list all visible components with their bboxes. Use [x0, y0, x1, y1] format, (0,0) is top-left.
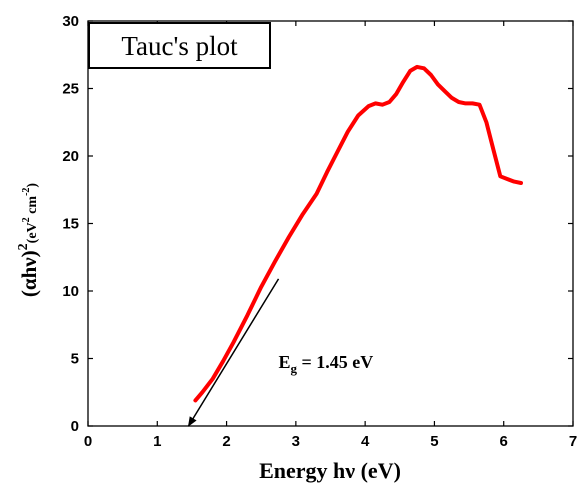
x-axis-title: Energy hν (eV) — [259, 458, 401, 483]
x-tick-label: 7 — [569, 433, 577, 450]
y-tick-label: 20 — [62, 148, 79, 165]
bandgap-annotation: Eg = 1.45 eV — [279, 352, 374, 376]
series-line-0 — [193, 64, 523, 403]
y-axis-unit-close: ) — [25, 183, 40, 188]
y-tick-label: 25 — [62, 81, 79, 98]
bandgap-subscript: g — [291, 361, 298, 376]
x-tick-label: 3 — [292, 433, 300, 450]
y-tick-label: 0 — [71, 418, 79, 435]
y-axis-title-exponent: 2 — [16, 243, 31, 250]
title-box: Tauc's plot — [88, 22, 271, 69]
y-tick-label: 10 — [62, 283, 79, 300]
y-axis-unit-cm-exp: -2 — [21, 188, 32, 196]
title-box-frame — [88, 22, 271, 69]
x-tick-label: 1 — [153, 433, 161, 450]
y-axis-unit-cm: cm — [25, 196, 40, 218]
x-tick-label: 2 — [222, 433, 230, 450]
x-tick-label: 5 — [430, 433, 438, 450]
bandgap-symbol: E — [279, 352, 291, 372]
y-tick-label: 15 — [62, 216, 79, 233]
y-axis-title-main: (αhν) — [17, 250, 41, 297]
x-tick-label: 4 — [361, 433, 370, 450]
y-axis-unit-ev-exp: 2 — [21, 217, 32, 222]
y-axis-unit-ev: eV — [25, 222, 40, 238]
x-tick-label: 0 — [84, 433, 92, 450]
y-tick-label: 30 — [62, 13, 79, 30]
y-axis-unit-open: ( — [25, 238, 40, 243]
fit-layer — [187, 278, 280, 427]
y-axis-title: (αhν)2(eV2 cm-2) — [16, 183, 41, 298]
y-tick-label: 5 — [71, 351, 79, 368]
linear-fit-arrow — [187, 278, 280, 427]
x-tick-label: 6 — [500, 433, 508, 450]
axis-tick-labels: 0 1 2 3 4 5 6 7 0 5 10 15 20 25 30 — [62, 13, 577, 450]
bandgap-value: = 1.45 eV — [297, 352, 373, 372]
chart-title: Tauc's plot — [121, 31, 238, 61]
series-layer — [193, 64, 523, 403]
